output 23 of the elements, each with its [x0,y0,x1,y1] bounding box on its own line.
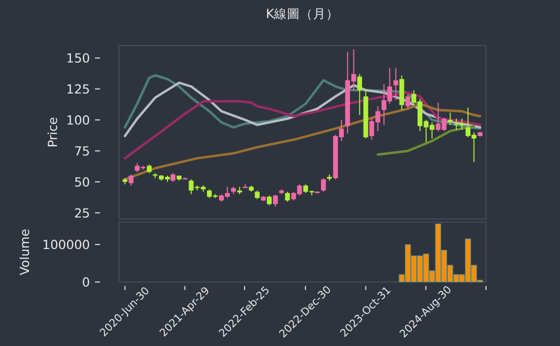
line-series [124,82,482,138]
y-tick-label: 25 [74,205,90,220]
candlestick [405,93,410,110]
y-tick-label: 150 [66,50,90,66]
line-series [376,124,476,156]
y-tick-label: 125 [66,81,90,96]
y-tick-label: 100 [66,112,90,128]
y-axis-title: Price [45,116,60,148]
y-tick-label: 100000 [42,237,90,252]
candlestick [266,194,272,206]
y-tick-label: 0 [82,274,90,290]
y-tick-label: 75 [74,143,90,158]
candlestick [128,174,134,186]
y-axis-title: Volume [17,228,32,276]
line-series [124,102,482,181]
line-series [124,91,482,160]
candlestick [273,194,278,208]
chart-title: K線圖（月） [266,6,340,21]
candlestick [448,112,453,126]
y-tick-label: 50 [74,174,90,190]
candlestick [285,191,290,202]
candlestick [321,178,326,192]
candlestick [357,74,362,116]
